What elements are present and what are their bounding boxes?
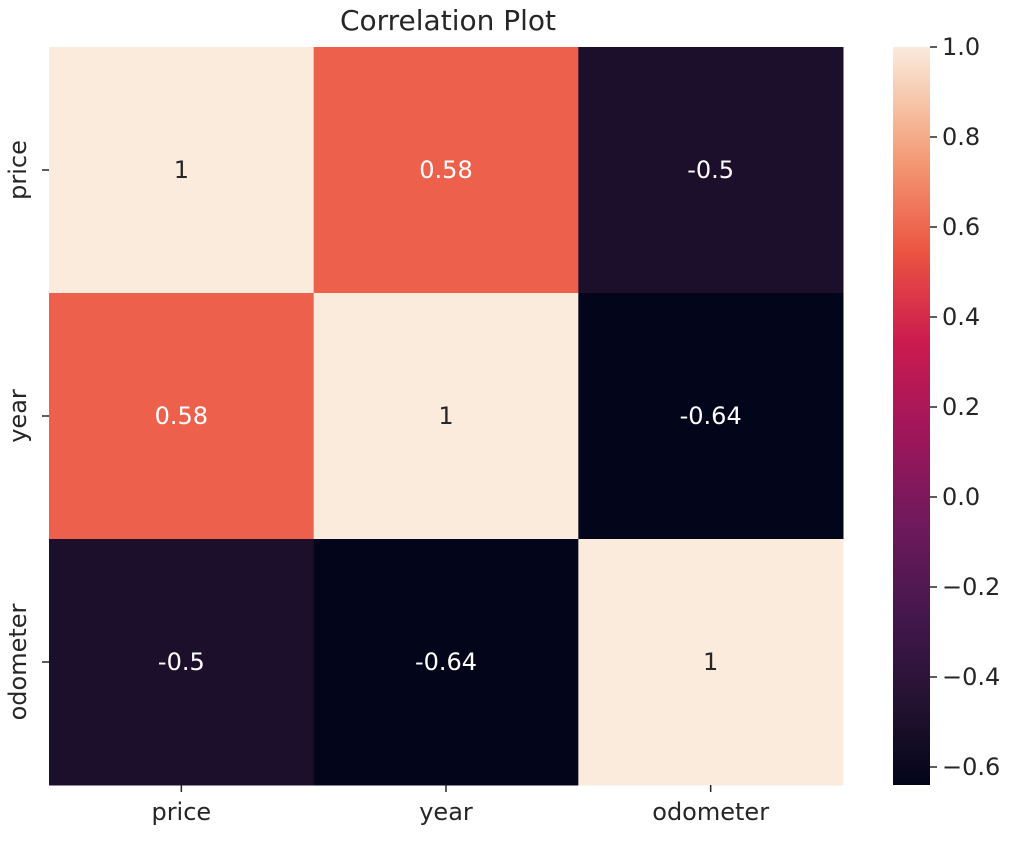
x-axis-ticks: price year odometer (151, 785, 769, 826)
cell-annotation: -0.5 (687, 156, 734, 184)
cell-annotation: 0.58 (155, 402, 208, 430)
colorbar (893, 47, 930, 785)
colorbar-tick-label: −0.4 (942, 663, 1000, 691)
cell-annotation: -0.64 (415, 648, 477, 676)
y-tick-label-price: price (4, 140, 32, 200)
x-tick-label-price: price (151, 798, 211, 826)
heatmap-annotations: 1 0.58 -0.5 0.58 1 -0.64 -0.5 -0.64 1 (155, 156, 742, 676)
heatmap-cell-year-price (49, 293, 315, 540)
chart-title: Correlation Plot (340, 4, 556, 37)
heatmap-cell-price-odometer (578, 47, 844, 294)
colorbar-ticks: 1.0 0.8 0.6 0.4 0.2 0.0 −0.2 −0.4 −0.6 (930, 33, 1000, 781)
heatmap-cell-odometer-odometer (578, 539, 844, 786)
cell-annotation: 1 (174, 156, 189, 184)
cell-annotation: -0.5 (158, 648, 205, 676)
colorbar-tick-label: 1.0 (942, 33, 980, 61)
y-axis-ticks: price year odometer (4, 140, 49, 720)
heatmap-cell-year-year (313, 293, 579, 540)
colorbar-tick-label: 0.0 (942, 483, 980, 511)
colorbar-tick-label: 0.2 (942, 393, 980, 421)
colorbar-tick-label: 0.6 (942, 213, 980, 241)
x-tick-label-odometer: odometer (652, 798, 769, 826)
heatmap-cell-price-price (49, 47, 315, 294)
cell-annotation: 1 (438, 402, 453, 430)
y-tick-label-odometer: odometer (4, 603, 32, 720)
cell-annotation: 0.58 (419, 156, 472, 184)
colorbar-tick-label: 0.4 (942, 303, 980, 331)
colorbar-tick-label: −0.2 (942, 573, 1000, 601)
cell-annotation: -0.64 (680, 402, 742, 430)
heatmap-cell-year-odometer (578, 293, 844, 540)
heatmap-cell-odometer-year (313, 539, 579, 786)
heatmap-cells (49, 47, 844, 786)
heatmap-cell-price-year (313, 47, 579, 294)
y-tick-label-year: year (4, 389, 32, 443)
heatmap-cell-odometer-price (49, 539, 315, 786)
x-tick-label-year: year (419, 798, 473, 826)
cell-annotation: 1 (703, 648, 718, 676)
colorbar-tick-label: −0.6 (942, 753, 1000, 781)
colorbar-tick-label: 0.8 (942, 123, 980, 151)
